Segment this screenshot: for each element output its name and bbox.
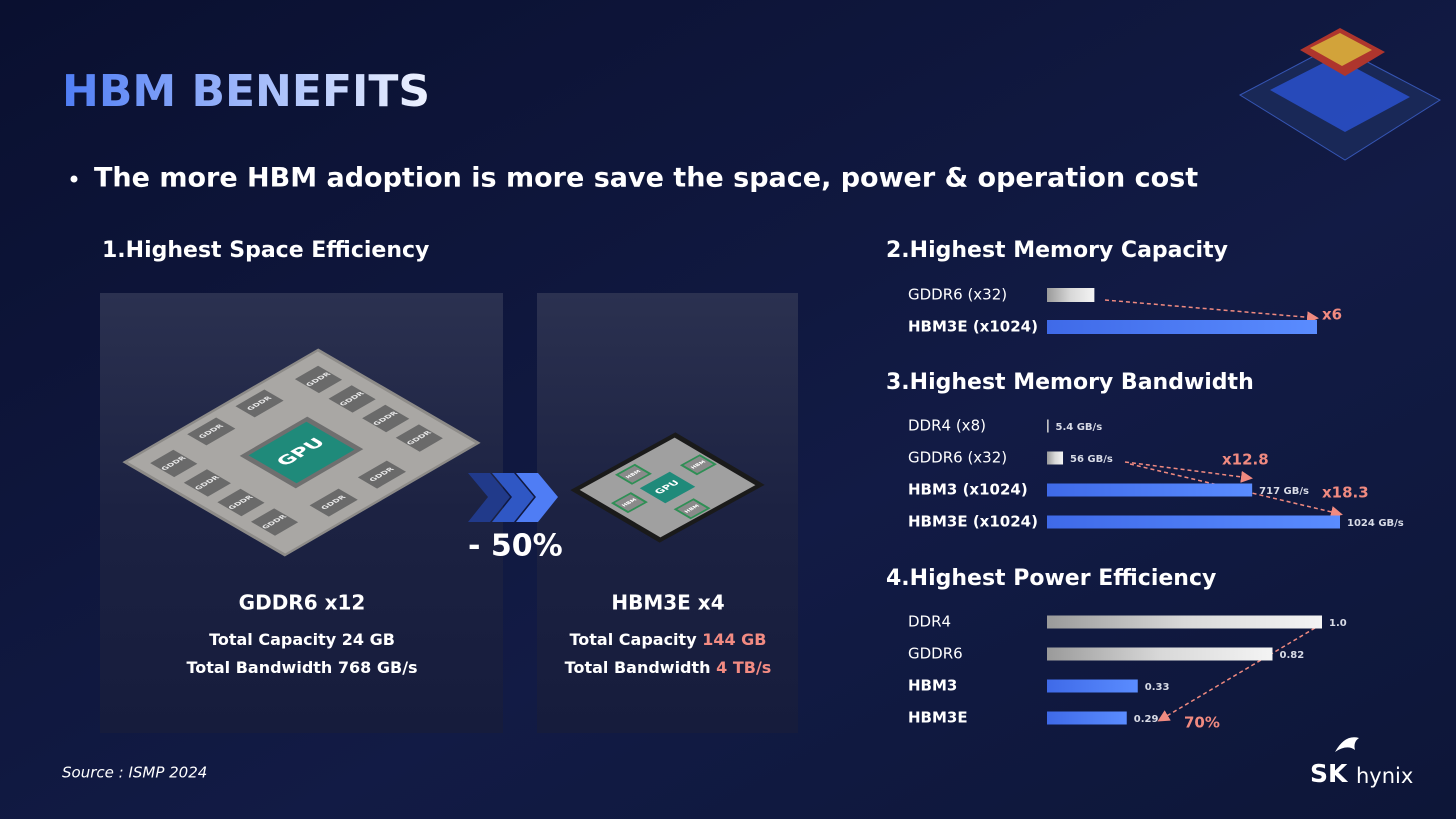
category-label: GDDR6 (908, 645, 963, 663)
value-label: 0.33 (1145, 682, 1170, 693)
bullet-dot (70, 175, 78, 183)
annotation: x18.3 (1322, 484, 1369, 502)
spec-label: Total Capacity (209, 630, 337, 649)
logo-hynix: hynix (1356, 764, 1413, 788)
chip-decoration (1238, 28, 1442, 161)
hbm-chip (614, 463, 652, 485)
logo-sk: SK (1310, 759, 1349, 788)
title: HBM BENEFITS (62, 66, 430, 117)
panel-title: HBM3E x4 (611, 591, 724, 615)
section-heading: 3.Highest Memory Bandwidth (886, 370, 1254, 395)
annotation: x12.8 (1222, 451, 1269, 469)
bar (1047, 419, 1049, 433)
gddr-chip (187, 417, 236, 446)
category-label: GDDR6 (x32) (908, 449, 1007, 467)
gddr-chip (357, 460, 407, 489)
hbm-chip (673, 498, 711, 520)
annotation: x6 (1322, 306, 1342, 324)
hbm-chip-label: HBM (690, 460, 708, 470)
spec-label: Total Capacity (570, 630, 698, 649)
hbm-chip-label: HBM (625, 470, 643, 480)
gddr-chip (395, 424, 443, 452)
section-heading: 4.Highest Power Efficiency (886, 566, 1216, 591)
spec-value: 144 GB (702, 630, 766, 649)
bar (1047, 515, 1340, 529)
spec-label: Total Bandwidth (186, 658, 332, 677)
panel-spec: Total Bandwidth 768 GB/s (186, 658, 417, 677)
bar (1047, 647, 1273, 661)
bar (1047, 451, 1064, 465)
spec-value: 24 GB (342, 630, 395, 649)
category-label: HBM3E (908, 709, 968, 727)
category-label: HBM3 (908, 677, 957, 695)
category-label: GDDR6 (x32) (908, 286, 1007, 304)
hbm-chip (610, 492, 648, 514)
gddr-chip (294, 365, 343, 394)
value-label: 0.29 (1134, 714, 1159, 725)
category-label: DDR4 (x8) (908, 417, 986, 435)
hbm-chip-label: HBM (621, 498, 639, 508)
value-label: 1024 GB/s (1347, 518, 1404, 529)
gddr-board: GDDRGDDRGDDRGDDRGDDRGDDRGDDRGDDRGDDRGDDR… (122, 348, 481, 557)
panel-spec: Total Bandwidth 4 TB/s (565, 658, 772, 677)
value-label: 0.82 (1280, 650, 1305, 661)
bar (1047, 711, 1127, 725)
value-label: 56 GB/s (1070, 454, 1113, 465)
spec-label: Total Bandwidth (565, 658, 711, 677)
bar (1047, 679, 1138, 693)
gddr-chip (150, 449, 198, 478)
category-label: HBM3 (x1024) (908, 481, 1028, 499)
panel-spec: Total Capacity 144 GB (570, 630, 767, 649)
bar (1047, 320, 1317, 334)
category-label: HBM3E (x1024) (908, 513, 1038, 531)
logo: SK hynix (1310, 737, 1413, 788)
value-label: 1.0 (1329, 618, 1347, 629)
gddr-chip (309, 488, 358, 517)
section-heading: 2.Highest Memory Capacity (886, 238, 1228, 263)
bar (1047, 615, 1322, 629)
gddr-chip (328, 385, 376, 413)
gddr-chip (235, 389, 284, 418)
reduction-label: - 50% (468, 529, 563, 564)
category-label: DDR4 (908, 613, 951, 631)
section-heading: 1.Highest Space Efficiency (102, 238, 429, 263)
chevrons (468, 473, 558, 522)
source: Source : ISMP 2024 (62, 764, 207, 782)
panel-spec: Total Capacity 24 GB (209, 630, 395, 649)
hbm-chip-label: HBM (684, 504, 702, 514)
bullet-text: The more HBM adoption is more save the s… (94, 163, 1198, 194)
bar (1047, 483, 1253, 497)
gddr-chip (362, 404, 410, 433)
spec-value: 4 TB/s (716, 658, 771, 677)
category-label: HBM3E (x1024) (908, 318, 1038, 336)
spec-value: 768 GB/s (338, 658, 418, 677)
gddr-chip (250, 508, 299, 536)
annotation: 70% (1184, 714, 1220, 732)
value-label: 717 GB/s (1259, 486, 1309, 497)
panel-title: GDDR6 x12 (239, 591, 366, 615)
bar (1047, 288, 1095, 302)
gddr-chip (183, 469, 231, 497)
value-label: 5.4 GB/s (1056, 422, 1103, 433)
hbm-chip (679, 454, 717, 476)
gddr-chip (217, 488, 265, 517)
